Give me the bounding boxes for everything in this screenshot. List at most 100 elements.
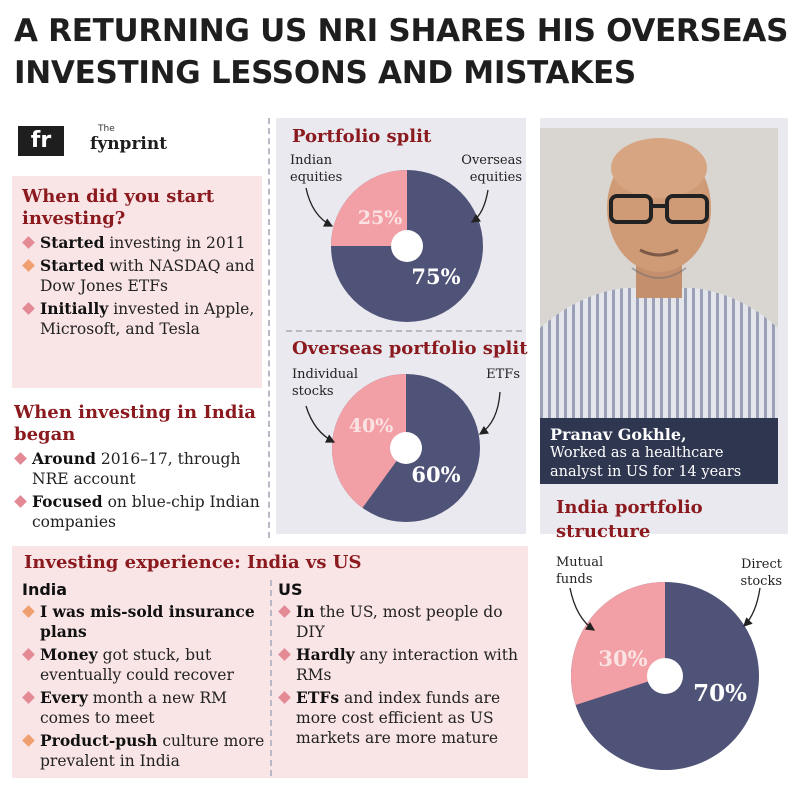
list-item-bold: In bbox=[296, 602, 315, 621]
list-item-text: with NASDAQ and Dow Jones ETFs bbox=[40, 257, 255, 295]
list-item: In the US, most people do DIY bbox=[278, 602, 518, 642]
pie-center-hole bbox=[647, 658, 683, 694]
pie-center-hole bbox=[391, 230, 423, 262]
list-item: Every month a new RM comes to meet bbox=[22, 688, 266, 728]
pie-3-label-right: Direct stocks bbox=[740, 557, 782, 589]
list-item-text: the US, most people do DIY bbox=[296, 603, 503, 641]
list-item-bold: I was mis-sold insurance plans bbox=[40, 602, 255, 641]
caption-name: Pranav Gokhle, bbox=[550, 425, 687, 444]
india-experience-list: I was mis-sold insurance plans Money got … bbox=[22, 602, 266, 771]
experience-title: Investing experience: India vs US bbox=[24, 552, 362, 573]
us-experience-list: In the US, most people do DIY Hardly any … bbox=[278, 602, 518, 748]
list-item-text: investing in 2011 bbox=[104, 234, 246, 252]
headline: A RETURNING US NRI SHARES HIS OVERSEAS I… bbox=[14, 10, 794, 94]
callout-arrow bbox=[305, 187, 334, 227]
pie-3-chart: 30% 70% bbox=[569, 582, 761, 770]
india-began-title: When investing in India began bbox=[14, 402, 256, 445]
list-item-text: culture more prevalent in India bbox=[40, 732, 265, 770]
list-item-text: any interaction with RMs bbox=[296, 646, 518, 684]
bullet-diamond-icon bbox=[278, 648, 291, 661]
bullet-diamond-icon bbox=[22, 691, 35, 704]
pie-center-hole bbox=[390, 432, 422, 464]
callout-arrow bbox=[305, 405, 336, 443]
india-began-section: When investing in India began Around 201… bbox=[14, 402, 264, 532]
pie-slice-indian-equities bbox=[331, 170, 407, 246]
callout-arrow bbox=[470, 189, 489, 223]
list-item: Initially invested in Apple, Microsoft, … bbox=[22, 299, 258, 339]
bullet-diamond-icon bbox=[22, 236, 35, 249]
callout-arrow bbox=[478, 391, 501, 435]
us-column-head: US bbox=[278, 580, 303, 599]
list-item: Product-push culture more prevalent in I… bbox=[22, 731, 266, 771]
pie-3-label-left: Mutual funds bbox=[556, 555, 604, 587]
fynprint-logo: fr The fynprint bbox=[18, 124, 167, 158]
list-item-bold: Focused bbox=[32, 492, 103, 511]
pie-value-label: 70% bbox=[693, 680, 747, 707]
pie-slice-mutual-funds bbox=[571, 582, 665, 706]
list-item-bold: Product-push bbox=[40, 731, 158, 750]
pie-2-label-left: Individual stocks bbox=[292, 367, 359, 399]
list-item-text: invested in Apple, Microsoft, and Tesla bbox=[40, 300, 255, 338]
list-item: Around 2016–17, through NRE account bbox=[14, 449, 264, 489]
list-item-bold: Started bbox=[40, 256, 105, 275]
callout-arrow bbox=[569, 587, 596, 631]
bullet-diamond-icon bbox=[14, 495, 27, 508]
india-column-head: India bbox=[22, 580, 68, 599]
list-item-bold: ETFs bbox=[296, 688, 340, 707]
headline-line-1: A RETURNING US NRI SHARES HIS OVERSEAS bbox=[14, 13, 789, 49]
bullet-diamond-icon bbox=[22, 605, 35, 618]
list-item-bold: Around bbox=[32, 449, 96, 468]
photo-caption: Pranav Gokhle, Worked as a healthcare an… bbox=[540, 418, 778, 484]
list-item: Hardly any interaction with RMs bbox=[278, 645, 518, 685]
bullet-diamond-icon bbox=[22, 302, 35, 315]
list-item-text: got stuck, but eventually could recover bbox=[40, 646, 234, 684]
caption-desc: Worked as a healthcare analyst in US for… bbox=[550, 445, 742, 480]
india-column: India I was mis-sold insurance plans Mone… bbox=[22, 580, 266, 771]
logo-brand: fynprint bbox=[90, 134, 168, 154]
bullet-diamond-icon bbox=[278, 605, 291, 618]
start-list: Started investing in 2011 Started with NA… bbox=[22, 233, 258, 339]
start-panel bbox=[12, 176, 262, 388]
pie-2-chart: 40% 60% bbox=[305, 374, 501, 522]
callout-arrow bbox=[743, 587, 761, 627]
list-item-text: and index funds are more cost efficient … bbox=[296, 689, 501, 747]
pie-2-title: Overseas portfolio split bbox=[292, 338, 528, 359]
divider-experience bbox=[270, 580, 272, 776]
pie-value-label: 75% bbox=[411, 264, 460, 289]
list-item-bold: Every bbox=[40, 688, 88, 707]
list-item-bold: Money bbox=[40, 645, 98, 664]
list-item: I was mis-sold insurance plans bbox=[22, 602, 266, 642]
list-item-bold: Hardly bbox=[296, 645, 355, 664]
pie-2-label-right: ETFs bbox=[486, 367, 520, 382]
divider-pie bbox=[286, 330, 522, 332]
pie-1-title: Portfolio split bbox=[292, 126, 432, 147]
list-item: Focused on blue-chip Indian companies bbox=[14, 492, 264, 532]
start-title: When did you start investing? bbox=[22, 186, 215, 229]
logo-mark: fr bbox=[18, 126, 64, 156]
pie-value-label: 25% bbox=[358, 207, 403, 229]
list-item-bold: Started bbox=[40, 233, 105, 252]
bullet-diamond-icon bbox=[278, 691, 291, 704]
us-column: US In the US, most people do DIY Hardly a… bbox=[278, 580, 518, 748]
logo-the: The bbox=[98, 124, 115, 134]
pie-slice-individual-stocks bbox=[332, 374, 406, 508]
list-item-text: on blue-chip Indian companies bbox=[32, 493, 260, 531]
list-item: Started investing in 2011 bbox=[22, 233, 258, 253]
pie-value-label: 30% bbox=[598, 646, 647, 671]
india-began-list: Around 2016–17, through NRE account Focus… bbox=[14, 449, 264, 532]
list-item-text: month a new RM comes to meet bbox=[40, 689, 227, 727]
bullet-diamond-icon bbox=[22, 259, 35, 272]
list-item-bold: Initially bbox=[40, 299, 109, 318]
list-item: ETFs and index funds are more cost effic… bbox=[278, 688, 518, 748]
pie-value-label: 40% bbox=[349, 415, 394, 437]
pie-value-label: 60% bbox=[411, 462, 460, 487]
pie-1-label-left: Indian equities bbox=[290, 153, 343, 185]
bullet-diamond-icon bbox=[22, 734, 35, 747]
start-section: When did you start investing? Started in… bbox=[22, 186, 258, 339]
bullet-diamond-icon bbox=[14, 452, 27, 465]
pie-1-label-right: Overseas equities bbox=[461, 153, 522, 185]
pie-3-title: India portfolio structure bbox=[556, 497, 703, 542]
list-item: Money got stuck, but eventually could re… bbox=[22, 645, 266, 685]
pie-1-chart: 25% 75% bbox=[305, 170, 489, 322]
headline-line-2: INVESTING LESSONS AND MISTAKES bbox=[14, 55, 636, 91]
